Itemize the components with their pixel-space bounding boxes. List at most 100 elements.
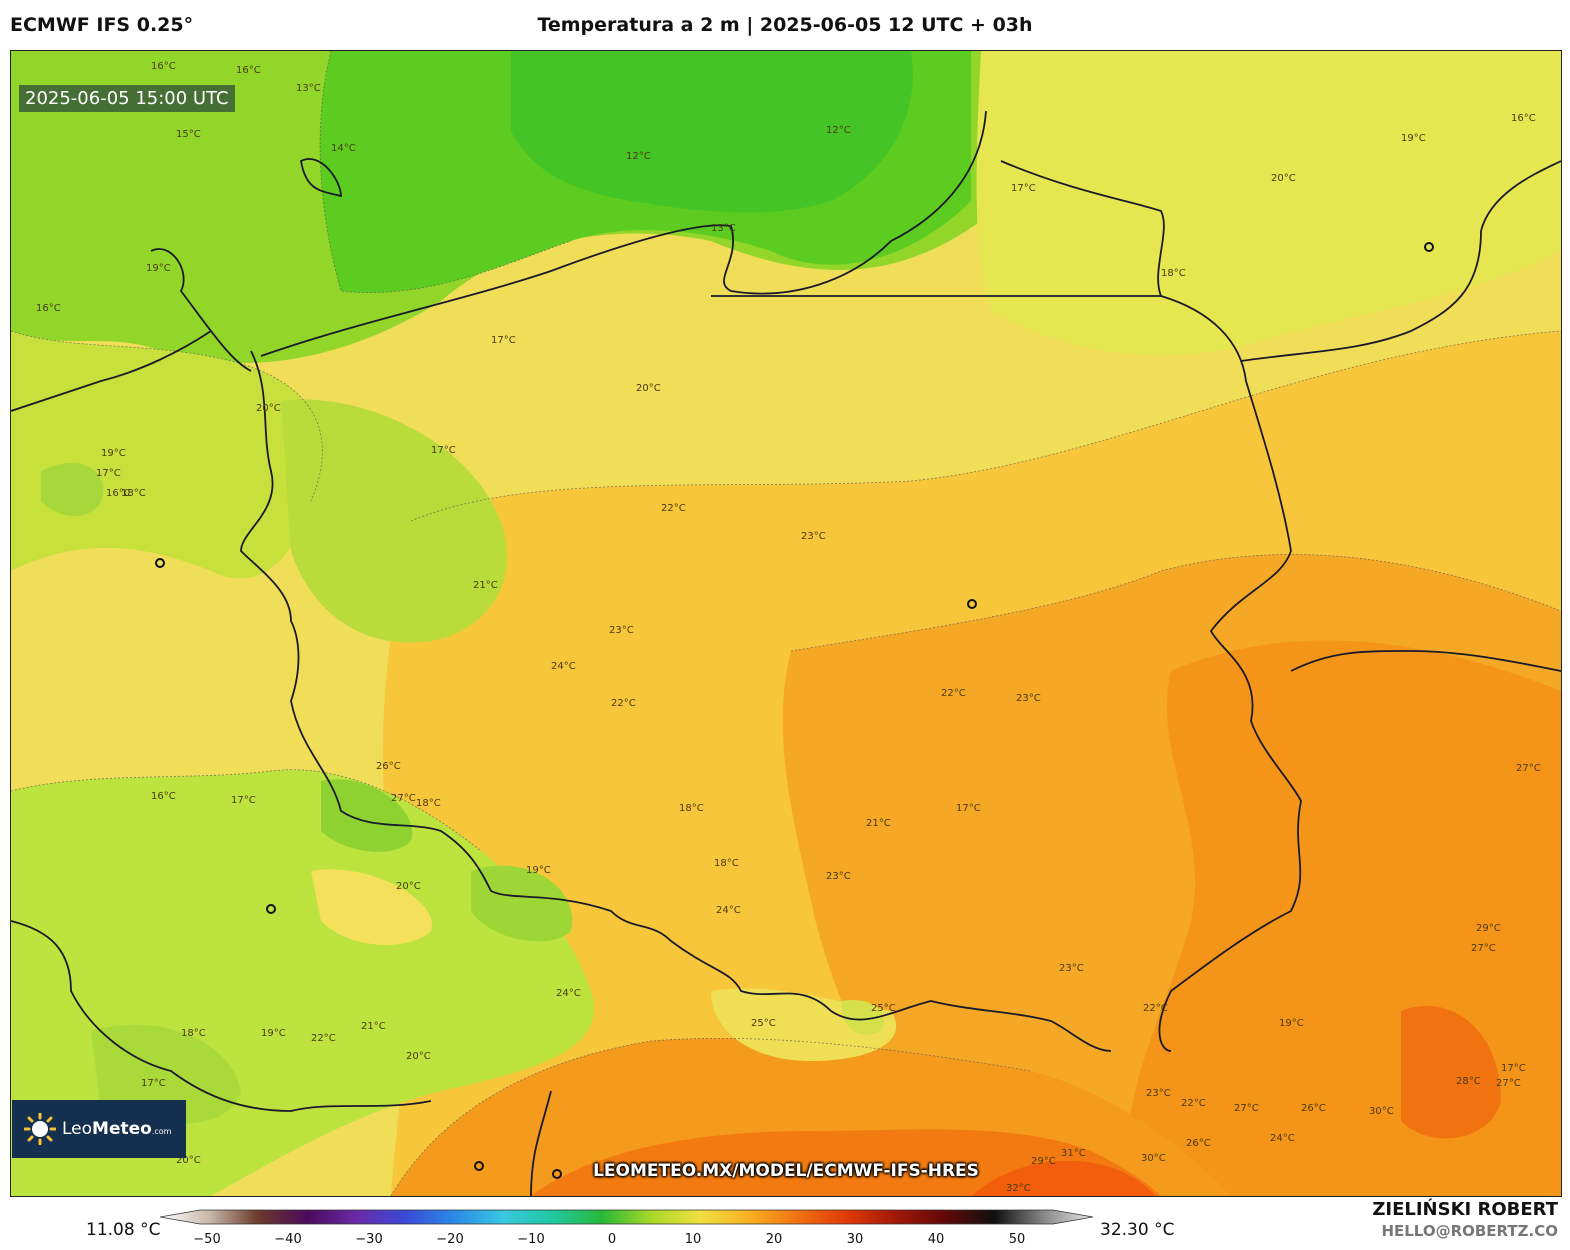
contour-label: 21°C [361, 1021, 386, 1032]
valid-time-badge: 2025-06-05 15:00 UTC [19, 85, 235, 112]
contour-label: 17°C [1501, 1063, 1526, 1074]
contour-label: 14°C [331, 143, 356, 154]
colorbar-tick-label: −40 [274, 1232, 302, 1247]
source-url: LEOMETEO.MX/MODEL/ECMWF-IFS-HRES [593, 1161, 979, 1181]
contour-label: 26°C [1186, 1138, 1211, 1149]
contour-label: 30°C [1369, 1106, 1394, 1117]
contour-label: 15°C [176, 129, 201, 140]
contour-label: 26°C [376, 761, 401, 772]
contour-label: 20°C [1271, 173, 1296, 184]
contour-label: 24°C [556, 988, 581, 999]
colorbar [160, 1209, 1094, 1225]
contour-label: 16°C [151, 61, 176, 72]
contour-label: 22°C [941, 688, 966, 699]
contour-label: 19°C [146, 263, 171, 274]
colorbar-tick-label: 40 [927, 1232, 945, 1247]
contour-label: 22°C [1181, 1098, 1206, 1109]
contour-label: 25°C [751, 1018, 776, 1029]
contour-label: 27°C [1234, 1103, 1259, 1114]
contour-label: 29°C [1031, 1156, 1056, 1167]
contour-label: 23°C [1146, 1088, 1171, 1099]
contour-label: 19°C [101, 448, 126, 459]
contour-label: 23°C [1016, 693, 1041, 704]
contour-label: 27°C [1516, 763, 1541, 774]
contour-label: 21°C [473, 580, 498, 591]
min-temp-label: 11.08 °C [86, 1220, 161, 1240]
contour-label: 26°C [1301, 1103, 1326, 1114]
contour-label: 31°C [1061, 1148, 1086, 1159]
contour-label: 13°C [296, 83, 321, 94]
contour-label: 17°C [141, 1078, 166, 1089]
contour-label: 16°C [151, 791, 176, 802]
contour-label: 17°C [1011, 183, 1036, 194]
contour-label: 24°C [716, 905, 741, 916]
contour-label: 27°C [1496, 1078, 1521, 1089]
contour-label: 18°C [416, 798, 441, 809]
contour-label: 29°C [1476, 923, 1501, 934]
sun-icon [24, 1113, 56, 1145]
contour-label: 27°C [1471, 943, 1496, 954]
contour-label: 21°C [866, 818, 891, 829]
author-name: ZIELIŃSKI ROBERT [1372, 1199, 1558, 1220]
contour-label: 17°C [491, 335, 516, 346]
contour-label: 27°C [391, 793, 416, 804]
contour-label: 23°C [609, 625, 634, 636]
contour-label: 17°C [231, 795, 256, 806]
contour-label: 17°C [96, 468, 121, 479]
contour-label: 25°C [871, 1003, 896, 1014]
contour-label: 16°C [36, 303, 61, 314]
contour-label: 20°C [256, 403, 281, 414]
contour-label: 12°C [826, 125, 851, 136]
contour-label: 17°C [956, 803, 981, 814]
contour-label: 18°C [121, 488, 146, 499]
logo-text: LeoMeteo.com [62, 1119, 172, 1139]
map-canvas: 16°C 16°C 13°C 15°C 14°C 12°C 12°C 13°C 17°C 19°C… [11, 51, 1561, 1196]
contour-label: 18°C [679, 803, 704, 814]
contour-label: 13°C [711, 223, 736, 234]
contour-label: 28°C [1456, 1076, 1481, 1087]
contour-label: 24°C [551, 661, 576, 672]
contour-label: 19°C [1401, 133, 1426, 144]
contour-label: 20°C [176, 1155, 201, 1166]
contour-label: 23°C [801, 531, 826, 542]
contour-label: 19°C [526, 865, 551, 876]
contour-label: 19°C [1279, 1018, 1304, 1029]
colorbar-tick-label: 50 [1008, 1232, 1026, 1247]
colorbar-tick-label: −20 [436, 1232, 464, 1247]
contour-label: 23°C [826, 871, 851, 882]
colorbar-tick-label: −30 [355, 1232, 383, 1247]
contour-label: 20°C [636, 383, 661, 394]
max-temp-label: 32.30 °C [1100, 1220, 1175, 1240]
contour-label: 22°C [311, 1033, 336, 1044]
colorbar-tick-label: 20 [765, 1232, 783, 1247]
contour-label: 18°C [1161, 268, 1186, 279]
contour-label: 32°C [1006, 1183, 1031, 1194]
colorbar-tick-label: −10 [517, 1232, 545, 1247]
contour-label: 18°C [181, 1028, 206, 1039]
contour-label: 23°C [1059, 963, 1084, 974]
contour-label: 20°C [396, 881, 421, 892]
temperature-map[interactable]: 16°C 16°C 13°C 15°C 14°C 12°C 12°C 13°C 17°C 19°C… [10, 50, 1562, 1197]
model-name: ECMWF IFS 0.25° [10, 14, 194, 36]
contour-label: 22°C [1143, 1003, 1168, 1014]
colorbar-tick-label: 10 [684, 1232, 702, 1247]
contour-label: 16°C [106, 488, 131, 499]
contour-label: 18°C [714, 858, 739, 869]
contour-label: 22°C [611, 698, 636, 709]
colorbar-tick-label: −50 [193, 1232, 221, 1247]
contour-label: 16°C [236, 65, 261, 76]
contour-label: 20°C [406, 1051, 431, 1062]
chart-title: Temperatura a 2 m | 2025-06-05 12 UTC + … [537, 14, 1033, 36]
contour-label: 12°C [626, 151, 651, 162]
contour-label: 30°C [1141, 1153, 1166, 1164]
contour-label: 22°C [661, 503, 686, 514]
contour-label: 19°C [261, 1028, 286, 1039]
colorbar-tick-label: 30 [846, 1232, 864, 1247]
author-email[interactable]: HELLO@ROBERTZ.CO [1381, 1222, 1558, 1240]
contour-labels: 16°C 16°C 13°C 15°C 14°C 12°C 12°C 13°C 17°C 19°C… [36, 61, 1541, 1194]
contour-label: 17°C [431, 445, 456, 456]
leometeo-logo[interactable]: LeoMeteo.com [12, 1100, 186, 1158]
contour-label: 16°C [1511, 113, 1536, 124]
colorbar-tick-label: 0 [607, 1232, 617, 1247]
contour-label: 24°C [1270, 1133, 1295, 1144]
